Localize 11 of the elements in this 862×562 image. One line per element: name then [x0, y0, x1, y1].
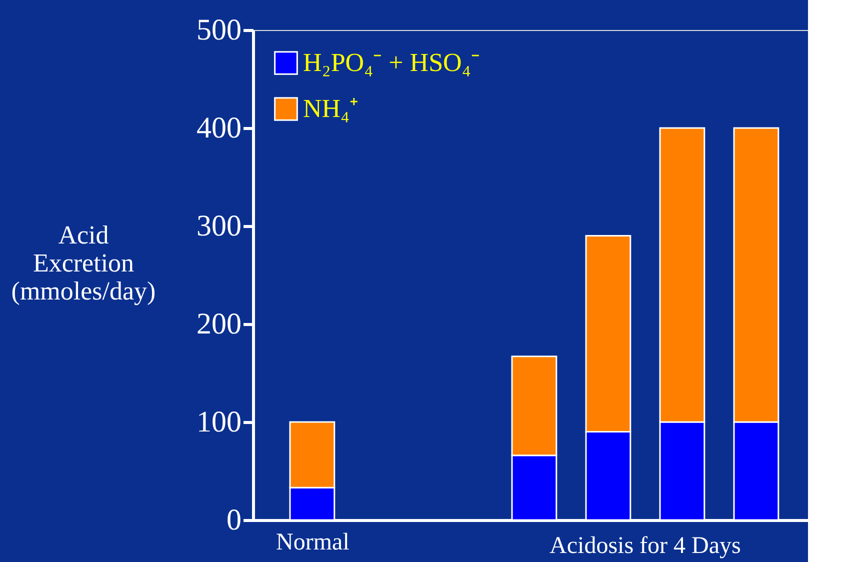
y-tick-label: 100 — [196, 406, 242, 438]
y-tick-label: 200 — [196, 308, 242, 340]
legend-label: NH₄⁺ — [303, 94, 359, 123]
y-axis-title: Acid Excretion (mmoles/day) — [11, 220, 156, 306]
y-tick-label: 0 — [226, 504, 242, 536]
y-tick-label: 400 — [196, 112, 242, 144]
y-tick-label: 300 — [196, 210, 242, 242]
legend-label: H₂PO₄⁻ + HSO₄⁻ — [303, 48, 480, 77]
y-tick-label: 500 — [196, 14, 242, 46]
text: Acidosis for 4 Days — [550, 533, 741, 559]
x-tick-label: Normal — [276, 530, 350, 556]
